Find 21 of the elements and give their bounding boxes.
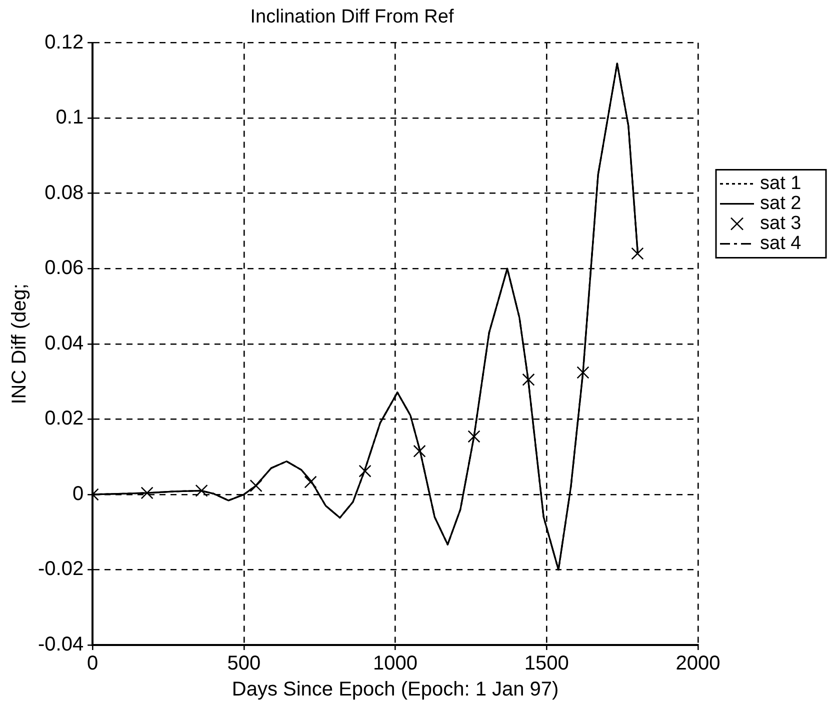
x-tick-label: 1000 (373, 652, 418, 675)
y-tick-label: 0.04 (44, 332, 84, 354)
x-axis-title: Days Since Epoch (Epoch: 1 Jan 97) (232, 678, 559, 701)
y-tick-label: 0.08 (44, 182, 84, 204)
x-tick-label: 1500 (524, 652, 569, 675)
legend-label: sat 1 (760, 173, 802, 194)
chart-title: Inclination Diff From Ref (250, 6, 454, 28)
y-tick-label: 0 (72, 482, 84, 505)
y-tick-label: 0.12 (44, 31, 84, 54)
y-tick-label: 0.1 (56, 106, 84, 129)
y-tick-label: 0.02 (44, 408, 84, 430)
y-tick-label: 0.06 (44, 257, 84, 280)
y-tick-label: -0.04 (38, 634, 84, 656)
x-tick-label: 2000 (676, 652, 720, 675)
legend-label: sat 2 (760, 193, 802, 214)
legend-label: sat 3 (760, 213, 802, 234)
x-tick-label: 500 (227, 652, 261, 675)
y-tick-label: -0.02 (38, 558, 84, 580)
x-tick-label: 0 (87, 652, 98, 675)
legend-label: sat 4 (760, 233, 802, 254)
y-axis-title: INC Diff (deg; (8, 284, 31, 404)
